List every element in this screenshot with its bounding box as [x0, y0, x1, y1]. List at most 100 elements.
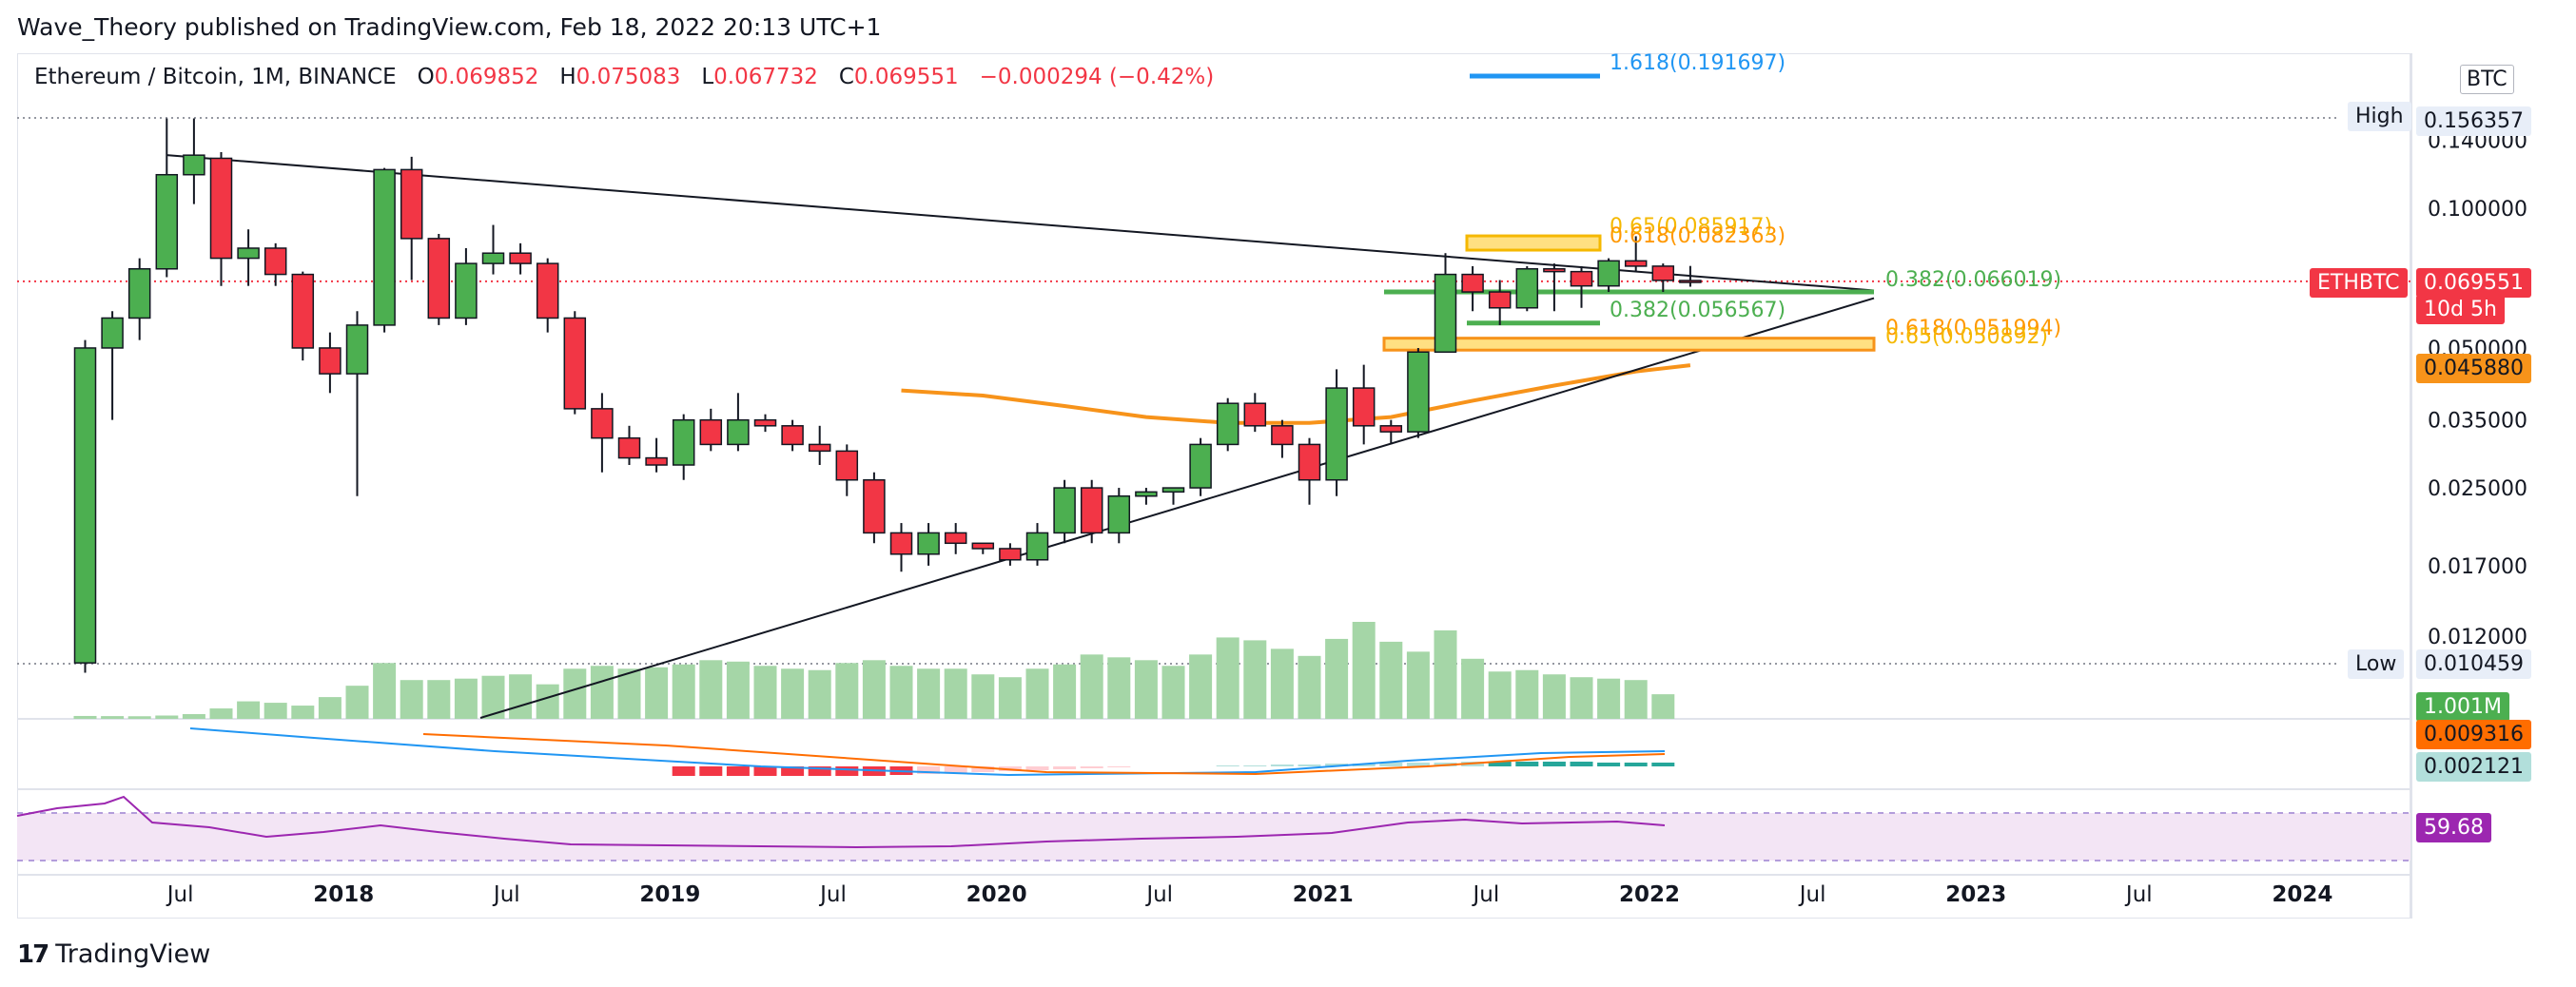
fib-0382-low-label: 0.382(0.056567)	[1610, 299, 1786, 322]
volume-bar	[1025, 668, 1049, 719]
volume-bar	[998, 677, 1022, 719]
macd-histogram-bar	[1651, 763, 1675, 766]
macd-histogram-bar	[1243, 765, 1267, 766]
macd-histogram-bar	[1352, 764, 1376, 766]
volume-bar	[127, 716, 151, 719]
countdown-tag: 10d 5h	[2416, 295, 2505, 324]
volume-bar	[590, 666, 614, 719]
ascending-trendline	[479, 297, 1875, 719]
volume-bar	[753, 666, 777, 719]
candle-body	[1597, 260, 1620, 287]
legend-low-label: L	[701, 65, 714, 89]
volume-bar	[889, 666, 913, 719]
volume-bar	[373, 663, 397, 719]
y-tick-label: 0.100000	[2428, 198, 2527, 222]
candle-body	[345, 324, 369, 375]
candle-body	[536, 262, 559, 319]
currency-badge[interactable]: BTC	[2460, 65, 2514, 94]
volume-bar	[1107, 657, 1131, 719]
candle-body	[917, 532, 940, 555]
candle-body	[1434, 273, 1457, 353]
volume-bar	[1379, 641, 1403, 719]
volume-bar	[835, 663, 859, 719]
volume-bar	[1270, 648, 1294, 719]
volume-bar	[862, 660, 886, 719]
macd-histogram-bar	[1488, 762, 1512, 766]
macd-value-tag: 0.009316	[2416, 720, 2531, 749]
x-tick-label: 2021	[1293, 882, 1354, 907]
macd-histogram-bar	[1053, 766, 1077, 769]
legend-low: 0.067732	[713, 65, 818, 89]
candle-body	[563, 317, 587, 410]
macd-histogram-bar	[1216, 765, 1239, 766]
volume-bar	[672, 664, 695, 719]
volume-bar	[563, 668, 587, 719]
candle-body	[1161, 487, 1185, 494]
volume-bar	[400, 680, 423, 719]
candle-body	[1352, 387, 1376, 427]
volume-bar	[781, 668, 805, 719]
signal-value-tag: 0.002121	[2416, 752, 2531, 782]
volume-bar	[1651, 694, 1675, 719]
volume-bar	[318, 697, 342, 719]
candle-body	[1053, 487, 1076, 534]
candle-body	[1325, 387, 1348, 481]
x-tick-label: Jul	[818, 882, 847, 907]
candle-body	[237, 247, 260, 260]
candle-body	[1080, 487, 1103, 534]
macd-histogram-bar	[1379, 763, 1403, 766]
legend-open-label: O	[417, 65, 435, 89]
candle-body	[481, 252, 505, 264]
x-tick-label: Jul	[166, 882, 194, 907]
x-tick-label: 2018	[313, 882, 374, 907]
macd-histogram-bar	[699, 766, 723, 776]
candle-body	[373, 168, 396, 326]
descending-trendline	[166, 154, 1875, 292]
macd-histogram-bar	[1025, 766, 1049, 770]
volume-bar	[1434, 629, 1457, 719]
macd-histogram-bar	[944, 766, 967, 773]
chart-frame	[17, 53, 2412, 919]
candle-body	[1107, 494, 1131, 534]
y-tick-label: 0.025000	[2428, 477, 2527, 501]
volume-bar	[808, 669, 831, 719]
candle-body	[1243, 402, 1267, 427]
ema-line	[901, 363, 1691, 425]
candle-body	[1461, 273, 1484, 293]
macd-histogram-bar	[1107, 766, 1131, 767]
x-tick-label: 2023	[1945, 882, 2006, 907]
x-tick-label: Jul	[2124, 882, 2153, 907]
macd-histogram-bar	[1406, 763, 1430, 766]
candle-body	[291, 273, 315, 349]
x-tick-label: Jul	[1798, 882, 1826, 907]
candle-body	[1543, 268, 1566, 273]
fib-065-top-label: 0.65(0.085917)	[1610, 215, 1773, 239]
volume-bar	[454, 678, 478, 719]
candle-body	[781, 425, 804, 446]
candle-body	[1025, 532, 1049, 561]
signal-line	[422, 733, 1666, 776]
candle-body	[699, 418, 723, 446]
volume-bar	[1080, 654, 1103, 719]
candle-body	[971, 542, 995, 550]
fib-065-low-label: 0.65(0.050892)	[1885, 325, 2049, 349]
candle-body	[455, 262, 478, 319]
macd-histogram-bar	[808, 766, 831, 776]
volume-bar	[237, 701, 261, 719]
candle-body	[944, 532, 967, 545]
macd-histogram-bar	[1298, 764, 1321, 766]
y-tick-label: 0.035000	[2428, 410, 2527, 434]
macd-histogram-bar	[1270, 764, 1294, 766]
volume-bar	[345, 686, 369, 719]
x-tick-label: 2020	[966, 882, 1027, 907]
volume-bar	[1542, 674, 1566, 719]
legend-high: 0.075083	[576, 65, 681, 89]
candle-body	[672, 418, 695, 466]
publisher-caption: Wave_Theory published on TradingView.com…	[17, 13, 882, 41]
ema-value-tag: 0.045880	[2416, 354, 2531, 383]
volume-bar	[291, 706, 315, 719]
candle-body	[645, 456, 668, 466]
fib-0618-top-label: 0.618(0.082363)	[1610, 224, 1786, 248]
tradingview-logo[interactable]: 17 TradingView	[17, 939, 210, 969]
